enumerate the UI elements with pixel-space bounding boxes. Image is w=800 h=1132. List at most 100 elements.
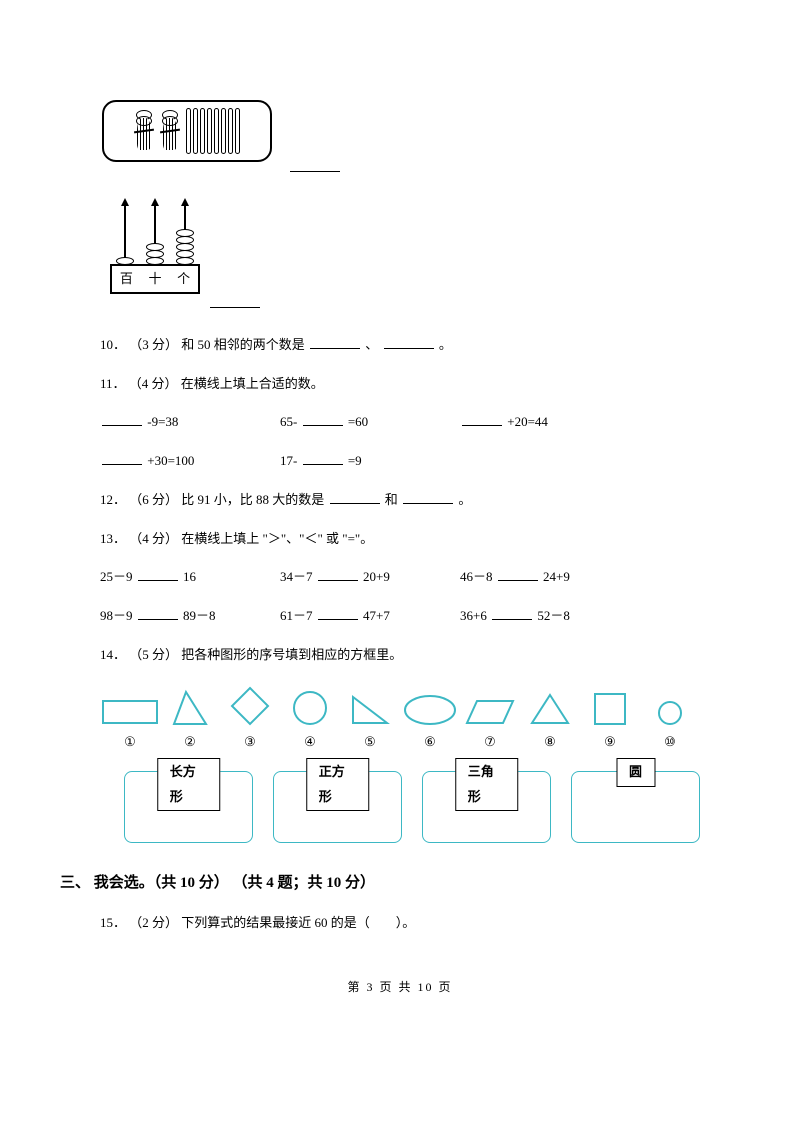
stick-bundle [160,108,180,154]
q-points: （4 分） [129,531,178,546]
expr-right: 16 [183,569,196,584]
shape-triangle: ② [160,689,220,755]
expr: +30=100 [147,453,194,468]
page-footer: 第 3 页 共 10 页 [100,976,700,999]
abacus-label: 百 [120,267,133,292]
category-box-square[interactable]: 正方形 [273,771,402,843]
expr: +20=44 [507,414,548,429]
answer-blank[interactable] [303,412,343,426]
answer-blank[interactable] [290,158,340,172]
shape-circle: ④ [280,689,340,755]
section-title-text: 我会选。（共 10 分） [94,875,229,891]
answer-blank[interactable] [384,335,434,349]
abacus-rod-ones [184,202,186,264]
q11-row2: +30=100 17- =9 [100,449,700,474]
q13-row1: 25－9 16 34－7 20+9 46－8 24+9 [100,565,700,590]
q-number: 10． [100,337,126,352]
shape-number: ⑧ [520,730,580,755]
q-text: 在横线上填上 "＞"、"＜" 或 "="。 [181,531,373,546]
expr: 65- [280,414,297,429]
expr-right: 47+7 [363,608,390,623]
q-points: （3 分） [129,337,178,352]
answer-blank[interactable] [102,412,142,426]
category-label: 正方形 [306,758,370,811]
expr-right: 89－8 [183,608,216,623]
answer-blank[interactable] [492,606,532,620]
q-tail: 。 [458,492,471,507]
category-label: 圆 [616,758,655,787]
category-box-circle[interactable]: 圆 [571,771,700,843]
answer-blank[interactable] [498,567,538,581]
question-15: 15． （2 分） 下列算式的结果最接近 60 的是（ ）。 [100,911,700,936]
expr-left: 34－7 [280,569,313,584]
q-number: 13． [100,531,126,546]
expr: =9 [348,453,362,468]
and: 和 [385,492,398,507]
shape-number: ④ [280,730,340,755]
q-text: 下列算式的结果最接近 60 的是（ ）。 [181,915,415,930]
shape-number: ① [100,730,160,755]
expr-left: 61－7 [280,608,313,623]
expr-left: 36+6 [460,608,487,623]
section-3-title: 三、 我会选。（共 10 分） （共 4 题；共 10 分） [60,869,700,898]
expr-right: 24+9 [543,569,570,584]
expr: 17- [280,453,297,468]
sticks-diagram [102,100,272,162]
question-10: 10． （3 分） 和 50 相邻的两个数是 、 。 [100,333,700,358]
answer-blank[interactable] [102,451,142,465]
answer-blank[interactable] [210,294,260,308]
section-sub: （共 4 题；共 10 分） [233,875,376,891]
separator: 、 [365,337,378,352]
q-number: 11． [100,376,126,391]
shape-number: ③ [220,730,280,755]
question-13: 13． （4 分） 在横线上填上 "＞"、"＜" 或 "="。 [100,527,700,552]
expr-left: 98－9 [100,608,133,623]
shape-ellipse: ⑥ [400,693,460,755]
category-label: 长方形 [157,758,221,811]
q-number: 14． [100,647,126,662]
answer-blank[interactable] [310,335,360,349]
category-box-triangle[interactable]: 三角形 [422,771,551,843]
expr: -9=38 [147,414,178,429]
answer-blank[interactable] [303,451,343,465]
q-points: （5 分） [129,647,178,662]
shape-diamond: ③ [220,685,280,755]
q-points: （6 分） [129,492,178,507]
question-14: 14． （5 分） 把各种图形的序号填到相应的方框里。 [100,643,700,668]
answer-blank[interactable] [138,606,178,620]
shape-number: ⑨ [580,730,640,755]
abacus-rod-hundreds [124,202,126,264]
question-11: 11． （4 分） 在横线上填上合适的数。 [100,372,700,397]
answer-blank[interactable] [403,490,453,504]
answer-blank[interactable] [318,606,358,620]
shape-number: ⑦ [460,730,520,755]
expr-left: 25－9 [100,569,133,584]
loose-sticks [186,108,240,154]
answer-blank[interactable] [330,490,380,504]
abacus-rod-tens [154,202,156,264]
section-number: 三、 [60,875,90,891]
q-tail: 。 [439,337,452,352]
shape-number: ⑩ [640,730,700,755]
category-box-rect[interactable]: 长方形 [124,771,253,843]
abacus-label: 个 [177,267,190,292]
q-text: 在横线上填上合适的数。 [181,376,324,391]
q-number: 15． [100,915,126,930]
answer-blank[interactable] [462,412,502,426]
q-text: 和 50 相邻的两个数是 [181,337,305,352]
expr-right: 20+9 [363,569,390,584]
stick-bundle [134,108,154,154]
q13-row2: 98－9 89－8 61－7 47+7 36+6 52－8 [100,604,700,629]
answer-blank[interactable] [138,567,178,581]
q-points: （2 分） [129,915,178,930]
category-boxes: 长方形 正方形 三角形 圆 [124,771,700,843]
question-12: 12． （6 分） 比 91 小，比 88 大的数是 和 。 [100,488,700,513]
shape-iso-triangle: ⑧ [520,691,580,755]
abacus-diagram: 百 十 个 [110,199,200,295]
shapes-row: ① ② ③ ④ ⑤ ⑥ ⑦ ⑧ [100,685,700,755]
q-text: 把各种图形的序号填到相应的方框里。 [181,647,402,662]
expr: =60 [348,414,368,429]
answer-blank[interactable] [318,567,358,581]
q-text: 比 91 小，比 88 大的数是 [181,492,324,507]
q-number: 12． [100,492,126,507]
